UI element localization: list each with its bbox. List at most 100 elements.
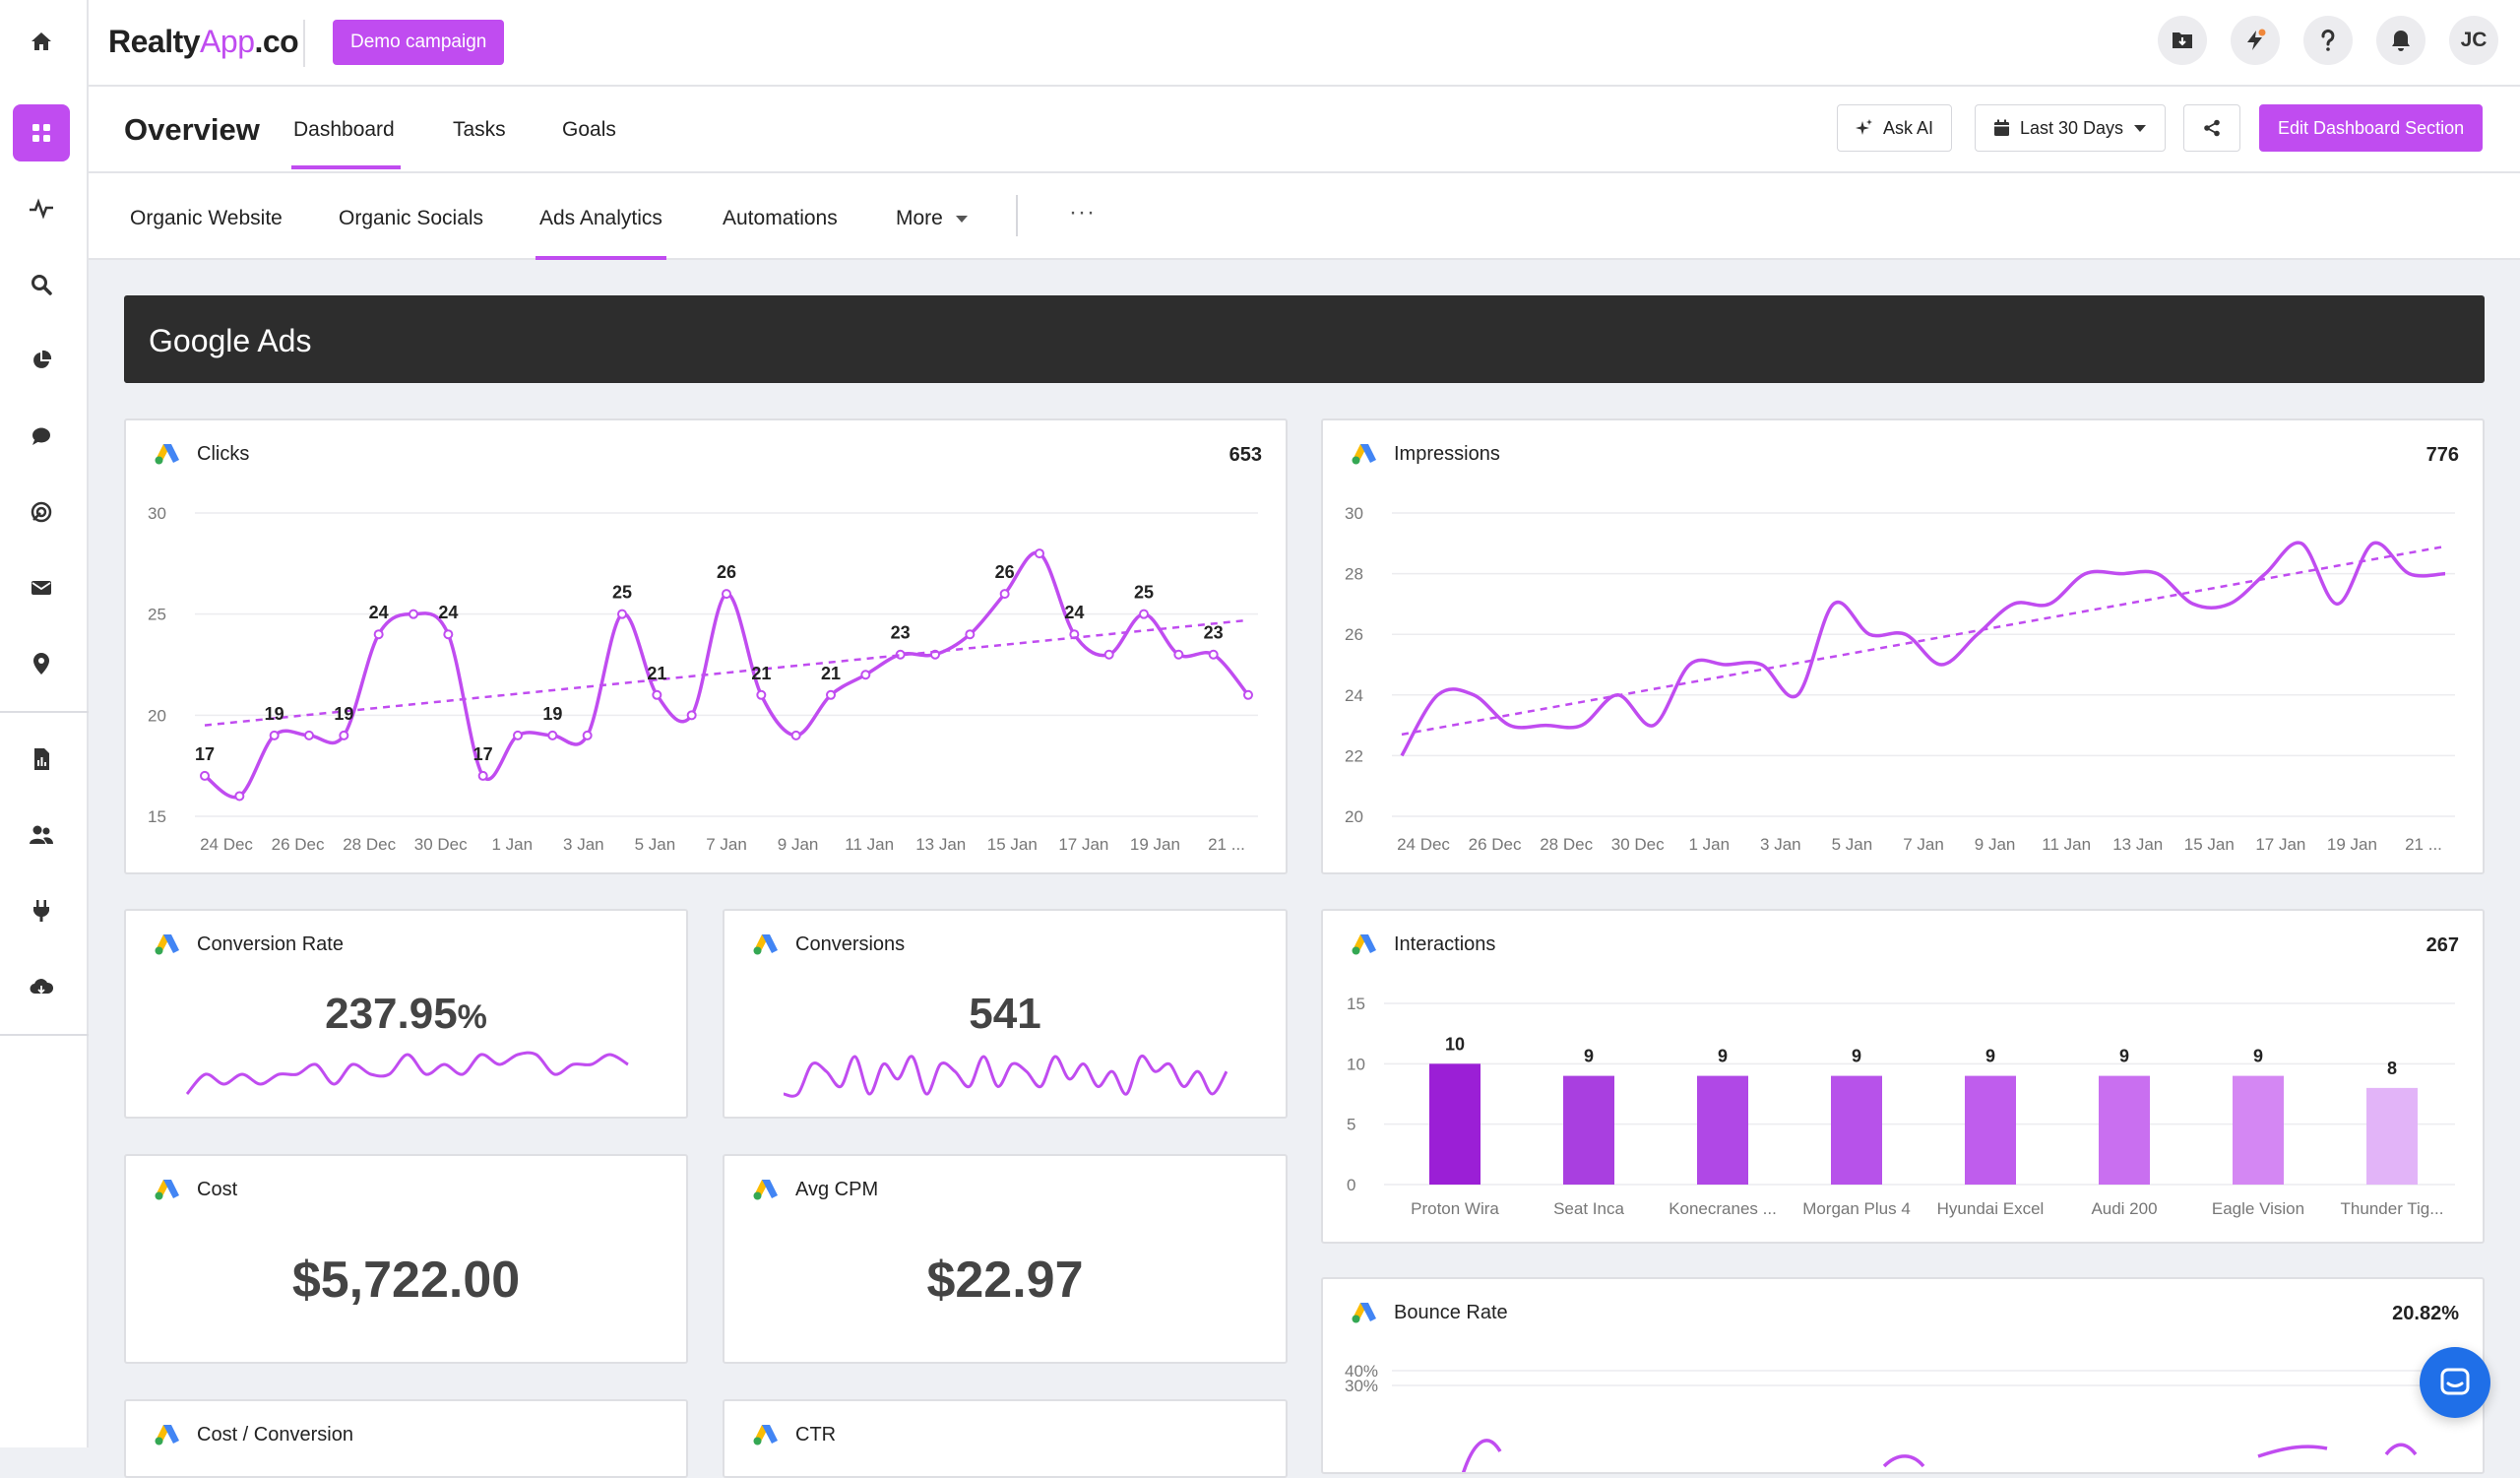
- avg-cpm-value: $22.97: [926, 1252, 1084, 1309]
- logo[interactable]: RealtyApp.co: [108, 24, 299, 60]
- conversion-rate-unit: %: [457, 998, 487, 1036]
- edit-dashboard-section-button[interactable]: Edit Dashboard Section: [2259, 104, 2484, 152]
- integrations-bolt-button[interactable]: [2231, 16, 2280, 65]
- google-ads-icon: [753, 1425, 778, 1446]
- card-title: Conversions: [795, 932, 906, 955]
- interactions-bar-chart: 15 10 5 0 10 Proton Wira 9 Seat Inca 9 Konecranes…: [1347, 995, 2455, 1218]
- y-tick-label: 30: [148, 504, 166, 523]
- sidebar-item-chat[interactable]: [13, 408, 70, 465]
- y-tick-label: 15: [148, 807, 166, 826]
- subtab-organic-socials[interactable]: Organic Socials: [339, 207, 484, 229]
- card-header: Avg CPM: [752, 1178, 878, 1201]
- share-button[interactable]: [2183, 104, 2240, 152]
- sidebar-item-activity[interactable]: [13, 180, 70, 237]
- sidebar-item-locations[interactable]: [13, 635, 70, 692]
- ctr-card: CTR: [723, 1399, 1288, 1478]
- data-label: 21: [821, 664, 841, 683]
- card-header: Conversions: [752, 932, 905, 956]
- data-point: [1243, 689, 1253, 700]
- demo-campaign-button[interactable]: Demo campaign: [333, 20, 505, 65]
- target-icon: [31, 501, 52, 523]
- x-tick-label: 3 Jan: [563, 835, 604, 854]
- subtab-more[interactable]: More: [896, 207, 969, 230]
- sidebar-item-contacts[interactable]: [13, 806, 70, 864]
- sub-navigation: Organic Website Organic Socials Ads Anal…: [89, 173, 2520, 260]
- card-title: Clicks: [197, 442, 250, 465]
- conversion-rate-sparkline: [185, 1051, 629, 1096]
- more-options-button[interactable]: ···: [1069, 199, 1096, 225]
- data-point: [860, 670, 871, 680]
- data-label: 25: [612, 583, 632, 603]
- sidebar-item-dashboard[interactable]: [13, 104, 70, 161]
- x-tick-label: 7 Jan: [706, 835, 747, 854]
- sidebar-item-documents[interactable]: [13, 731, 70, 788]
- avatar[interactable]: JC: [2449, 16, 2498, 65]
- data-label: 19: [542, 704, 562, 724]
- x-tick-label: 7 Jan: [1903, 835, 1944, 854]
- x-tick-label: Eagle Vision: [2212, 1199, 2304, 1218]
- sidebar-item-search[interactable]: [13, 256, 70, 313]
- data-label: 21: [751, 664, 771, 683]
- chat-bubble-icon: [2440, 1368, 2470, 1395]
- x-tick-label: 1 Jan: [1688, 835, 1730, 854]
- y-tick-label: 30: [1345, 504, 1363, 523]
- bar-value-label: 9: [1718, 1047, 1728, 1066]
- download-folder-button[interactable]: [2158, 16, 2207, 65]
- sidebar: [0, 0, 89, 1447]
- activity-icon: [30, 198, 53, 220]
- card-header: Conversion Rate: [154, 932, 344, 956]
- subtab-ads-analytics[interactable]: Ads Analytics: [536, 207, 666, 260]
- card-title: CTR: [795, 1423, 837, 1446]
- google-ads-icon: [155, 1425, 179, 1446]
- tab-tasks[interactable]: Tasks: [453, 118, 506, 141]
- sidebar-item-home[interactable]: [13, 13, 70, 70]
- notifications-button[interactable]: [2376, 16, 2426, 65]
- bar-value-label: 9: [1852, 1047, 1861, 1066]
- mail-icon: [32, 581, 51, 595]
- tab-goals[interactable]: Goals: [562, 118, 616, 141]
- y-tick-label: 0: [1347, 1176, 1355, 1194]
- data-label: 24: [369, 603, 389, 622]
- bar: [1831, 1075, 1882, 1185]
- data-label: 24: [1064, 603, 1084, 622]
- y-tick-label: 28: [1345, 565, 1363, 584]
- card-title: Avg CPM: [795, 1178, 879, 1200]
- google-ads-icon: [155, 1180, 179, 1200]
- date-range-dropdown[interactable]: Last 30 Days: [1975, 104, 2167, 152]
- report-icon: [34, 748, 49, 770]
- sidebar-item-targeting[interactable]: [13, 483, 70, 541]
- ask-ai-button[interactable]: Ask AI: [1837, 104, 1953, 152]
- download-folder-icon: [2173, 32, 2192, 48]
- chat-support-button[interactable]: [2420, 1347, 2490, 1418]
- card-header: Interactions: [1351, 932, 1495, 956]
- subtab-organic-website[interactable]: Organic Website: [130, 207, 283, 229]
- sidebar-item-mail[interactable]: [13, 559, 70, 616]
- series-line: [1400, 541, 2446, 757]
- data-label: 17: [473, 744, 493, 764]
- sidebar-item-cloud[interactable]: [13, 958, 70, 1015]
- google-ads-icon: [155, 444, 179, 465]
- top-actions: JC: [2158, 16, 2498, 65]
- tab-dashboard[interactable]: Dashboard: [291, 118, 401, 169]
- x-tick-label: 24 Dec: [200, 835, 253, 854]
- page-header: Overview Dashboard Tasks Goals Ask AI La…: [89, 87, 2520, 173]
- bar-value-label: 9: [2119, 1047, 2129, 1066]
- google-ads-icon: [753, 934, 778, 955]
- x-tick-label: 15 Jan: [987, 835, 1038, 854]
- x-tick-label: 11 Jan: [2042, 835, 2091, 854]
- bar-value-label: 8: [2387, 1059, 2397, 1078]
- search-icon: [32, 275, 52, 295]
- data-point: [756, 689, 767, 700]
- x-tick-label: Audi 200: [2091, 1199, 2157, 1218]
- card-title: Cost: [197, 1178, 238, 1200]
- interactions-card: Interactions 267 15 10 5 0 10 Proton Wira 9 Sea…: [1321, 909, 2485, 1244]
- bar: [1429, 1063, 1480, 1185]
- help-button[interactable]: [2303, 16, 2353, 65]
- sidebar-item-integrations[interactable]: [13, 882, 70, 939]
- x-tick-label: 17 Jan: [1058, 835, 1108, 854]
- data-label: 25: [1134, 583, 1154, 603]
- card-header: Cost: [154, 1178, 237, 1201]
- subtab-automations[interactable]: Automations: [723, 207, 838, 229]
- cost-per-conversion-card: Cost / Conversion: [124, 1399, 688, 1478]
- sidebar-item-reports[interactable]: [13, 332, 70, 389]
